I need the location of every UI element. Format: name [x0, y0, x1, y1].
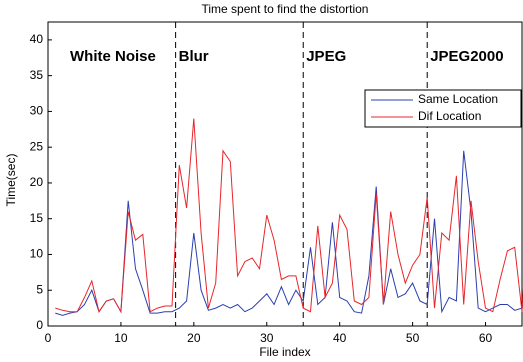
y-tick-label: 5	[36, 282, 43, 296]
y-tick-label: 10	[30, 247, 44, 261]
legend-box	[364, 89, 522, 128]
annotation: JPEG	[306, 48, 346, 65]
x-tick-label: 10	[114, 331, 128, 345]
y-tick-label: 35	[30, 68, 44, 82]
chart-title: Time spent to find the distortion	[202, 2, 369, 16]
annotation: JPEG2000	[430, 48, 503, 65]
x-axis-label: File index	[259, 345, 310, 359]
data-line	[55, 150, 523, 316]
y-tick-label: 20	[30, 175, 44, 189]
annotation: White Noise	[70, 48, 156, 65]
x-tick-label: 20	[187, 331, 201, 345]
x-tick-label: 0	[45, 331, 52, 345]
legend-label: Dif Location	[418, 109, 481, 123]
y-tick-label: 25	[30, 139, 44, 153]
y-axis-label: Time(sec)	[4, 154, 18, 207]
x-tick-label: 60	[479, 331, 493, 345]
x-tick-label: 50	[406, 331, 420, 345]
y-tick-label: 0	[36, 318, 43, 332]
legend-label: Same Location	[418, 92, 498, 106]
data-line	[55, 118, 523, 314]
plot-area	[47, 21, 523, 327]
x-tick-label: 40	[333, 331, 347, 345]
annotation: Blur	[179, 48, 209, 65]
y-tick-label: 40	[30, 32, 44, 46]
y-tick-label: 15	[30, 211, 44, 225]
x-tick-label: 30	[260, 331, 274, 345]
y-tick-label: 30	[30, 104, 44, 118]
